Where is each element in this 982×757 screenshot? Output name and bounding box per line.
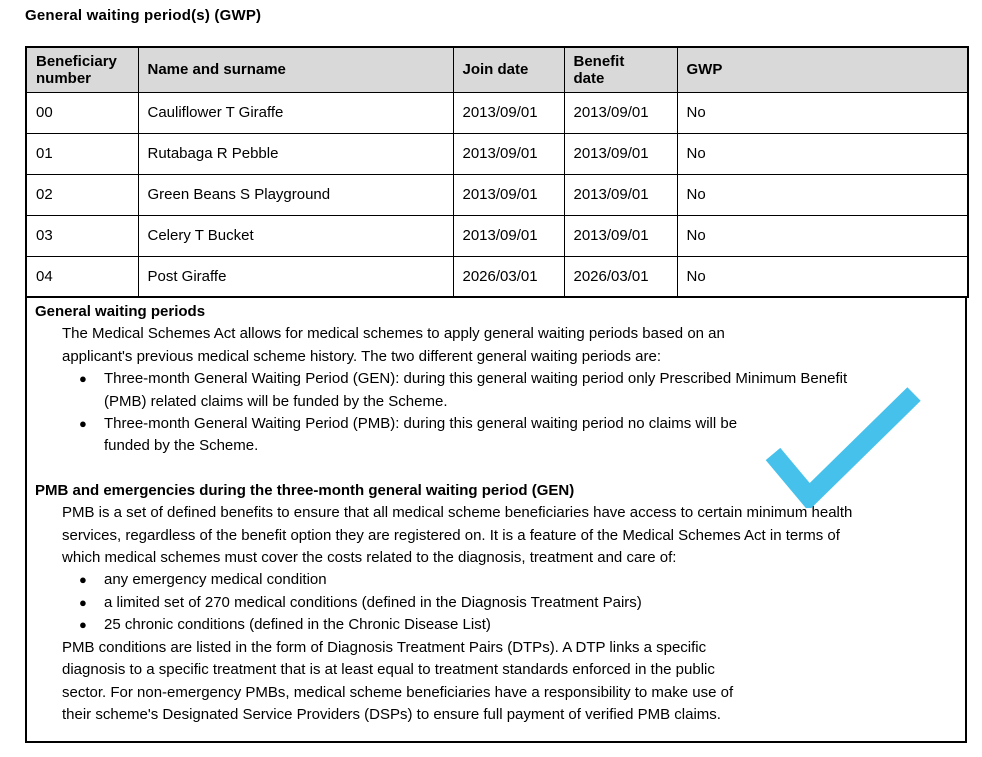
section-gap	[35, 458, 957, 480]
cell-name: Green Beans S Playground	[137, 173, 454, 216]
section-intro: The Medical Schemes Act allows for medic…	[62, 325, 725, 365]
header-gwp: GWP	[676, 46, 969, 93]
cell-join-date: 2013/09/01	[452, 173, 565, 216]
list-item: ● Three-month General Waiting Period (GE…	[79, 368, 957, 413]
bullet-list: ● any emergency medical condition ● a li…	[35, 569, 957, 636]
section-heading-general-waiting-periods: General waiting periods	[35, 303, 206, 320]
header-beneficiary-number: Beneficiary number	[25, 46, 139, 93]
cell-join-date: 2013/09/01	[452, 132, 565, 175]
bullet-icon: ●	[79, 572, 87, 588]
list-item: ● Three-month General Waiting Period (PM…	[79, 413, 957, 458]
table-row: 00 Cauliflower T Giraffe 2013/09/01 2013…	[25, 91, 969, 134]
bullet-icon: ●	[79, 371, 87, 387]
table-row: 02 Green Beans S Playground 2013/09/01 2…	[25, 173, 969, 216]
cell-join-date: 2026/03/01	[452, 255, 565, 298]
cell-benefit-date: 2013/09/01	[563, 132, 678, 175]
bullet-icon: ●	[79, 594, 87, 610]
bullet-text: any emergency medical condition	[104, 571, 327, 589]
cell-beneficiary-number: 00	[25, 91, 139, 134]
bullet-text: 25 chronic conditions (defined in the Ch…	[104, 616, 491, 634]
cell-benefit-date: 2013/09/01	[563, 214, 678, 257]
cell-gwp: No	[676, 132, 969, 175]
header-join-date: Join date	[452, 46, 565, 93]
cell-gwp: No	[676, 91, 969, 134]
bullet-text: Three-month General Waiting Period (PMB)…	[104, 415, 738, 455]
cell-join-date: 2013/09/01	[452, 91, 565, 134]
header-name-surname: Name and surname	[137, 46, 454, 93]
cell-gwp: No	[676, 255, 969, 298]
bullet-text: Three-month General Waiting Period (GEN)…	[104, 370, 848, 410]
table-row: 04 Post Giraffe 2026/03/01 2026/03/01 No	[25, 255, 969, 298]
table-row: 03 Celery T Bucket 2013/09/01 2013/09/01…	[25, 214, 969, 257]
bullet-icon: ●	[79, 617, 87, 633]
info-text-box: General waiting periods The Medical Sche…	[25, 296, 967, 743]
cell-name: Post Giraffe	[137, 255, 454, 298]
section-outro: PMB conditions are listed in the form of…	[62, 638, 734, 723]
cell-gwp: No	[676, 214, 969, 257]
cell-beneficiary-number: 01	[25, 132, 139, 175]
list-item: ● any emergency medical condition	[79, 569, 957, 591]
cell-name: Cauliflower T Giraffe	[137, 91, 454, 134]
cell-gwp: No	[676, 173, 969, 216]
section-heading-pmb-emergencies: PMB and emergencies during the three-mon…	[35, 481, 575, 499]
table-row: 01 Rutabaga R Pebble 2013/09/01 2013/09/…	[25, 132, 969, 175]
bullet-icon: ●	[79, 416, 87, 432]
bullet-list: ● Three-month General Waiting Period (GE…	[35, 368, 957, 458]
list-item: ● a limited set of 270 medical condition…	[79, 592, 957, 614]
header-benefit-date: Benefit date	[563, 46, 678, 93]
table-header-row: Beneficiary number Name and surname Join…	[25, 46, 969, 93]
cell-name: Rutabaga R Pebble	[137, 132, 454, 175]
page-title: General waiting period(s) (GWP)	[25, 7, 262, 24]
section-intro: PMB is a set of defined benefits to ensu…	[62, 504, 853, 567]
beneficiary-table: Beneficiary number Name and surname Join…	[25, 46, 969, 298]
cell-name: Celery T Bucket	[137, 214, 454, 257]
cell-join-date: 2013/09/01	[452, 214, 565, 257]
bullet-text: a limited set of 270 medical conditions …	[104, 593, 642, 611]
cell-beneficiary-number: 04	[25, 255, 139, 298]
list-item: ● 25 chronic conditions (defined in the …	[79, 614, 957, 636]
cell-beneficiary-number: 02	[25, 173, 139, 216]
cell-benefit-date: 2013/09/01	[563, 91, 678, 134]
cell-beneficiary-number: 03	[25, 214, 139, 257]
cell-benefit-date: 2026/03/01	[563, 255, 678, 298]
cell-benefit-date: 2013/09/01	[563, 173, 678, 216]
